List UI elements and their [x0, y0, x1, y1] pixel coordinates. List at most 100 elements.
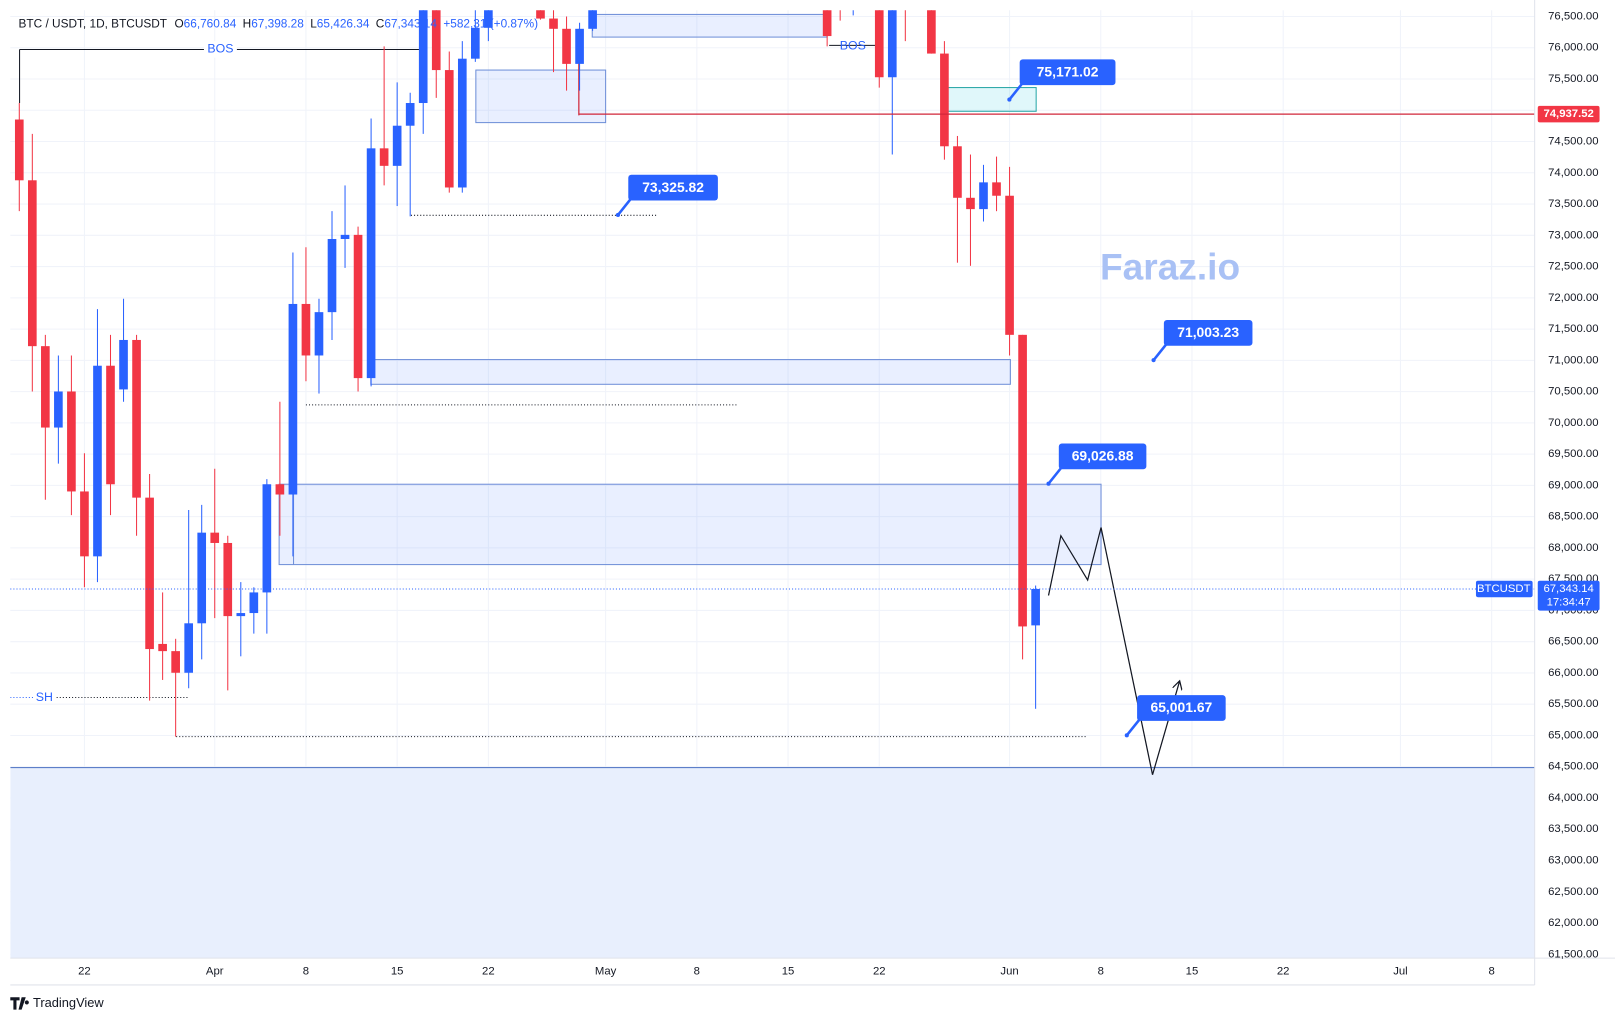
x-tick-label: 8 [1489, 966, 1495, 978]
y-tick-label: 73,500.00 [1548, 198, 1598, 210]
x-tick-label: 8 [694, 966, 700, 978]
candle-body [27, 180, 37, 347]
candle-body [431, 10, 441, 71]
candle-body [14, 119, 24, 181]
y-tick-label: 75,500.00 [1548, 73, 1598, 85]
y-tick-label: 62,500.00 [1548, 886, 1598, 898]
candle-body [484, 10, 493, 28]
callout-box [1058, 443, 1147, 470]
callout-label: 73,325.82 [642, 179, 704, 195]
ohlc-key: C [376, 17, 385, 31]
candle-body [197, 532, 207, 624]
candle-body [67, 391, 76, 492]
candle-body [210, 532, 220, 543]
x-tick-label: 22 [873, 966, 886, 978]
candle-body [966, 197, 975, 210]
candle-body [874, 10, 884, 78]
x-tick-label: 15 [1186, 966, 1199, 978]
ohlc-key: H [243, 17, 252, 31]
candle-body [327, 238, 337, 313]
ohlc-key: O [174, 17, 183, 31]
change: +582.31 (+0.87%) [443, 17, 538, 31]
candle-body [184, 623, 194, 673]
x-tick-label: 15 [391, 966, 404, 978]
brand-logo [10, 997, 29, 1010]
x-tick-label: Jun [1000, 966, 1018, 978]
x-tick-label: 22 [78, 966, 91, 978]
candle-body [992, 182, 1001, 196]
candle-body [119, 339, 128, 390]
callout-box [1163, 319, 1253, 346]
y-tick-label: 63,000.00 [1548, 854, 1598, 866]
candle-body [54, 391, 63, 428]
candle-body [132, 339, 141, 498]
watermark: Faraz.io [1100, 246, 1240, 288]
candle-body [822, 10, 832, 37]
x-tick-label: 22 [1277, 966, 1290, 978]
y-tick-label: 71,500.00 [1548, 323, 1598, 335]
callout-box [1137, 695, 1226, 721]
y-tick-label: 74,000.00 [1548, 167, 1598, 179]
candles [14, 10, 1040, 737]
candle-body [275, 484, 285, 495]
y-tick-label: 76,000.00 [1548, 42, 1598, 54]
candle-body [171, 651, 180, 673]
x-tick-label: 15 [782, 966, 795, 978]
order-block [278, 483, 1102, 566]
order-block [591, 13, 828, 38]
candle-body [1031, 588, 1040, 626]
countdown: 17:34:47 [1547, 596, 1591, 608]
y-tick-label: 66,000.00 [1548, 667, 1598, 679]
callout-label: 69,026.88 [1072, 448, 1134, 464]
x-tick-label: 22 [482, 966, 495, 978]
candle-body [444, 70, 454, 188]
y-tick-label: 69,500.00 [1548, 448, 1598, 460]
candle-body [288, 303, 298, 495]
ohlc-value: 66,760.84 [184, 17, 237, 31]
candle-body [340, 234, 350, 239]
y-tick-label: 76,500.00 [1548, 10, 1598, 22]
last-price-label: 67,343.14 [1543, 583, 1593, 595]
y-tick-label: 63,500.00 [1548, 823, 1598, 835]
y-tick-label: 66,500.00 [1548, 636, 1598, 648]
symbol: BTC / USDT, 1D, BTCUSDT [19, 17, 168, 31]
y-tick-label: 73,000.00 [1548, 229, 1598, 241]
x-tick-label: Apr [206, 966, 224, 978]
candle-body [940, 53, 949, 147]
y-tick-label: 69,000.00 [1548, 479, 1598, 491]
price-level-tag [1537, 105, 1600, 123]
candle-body [536, 10, 545, 19]
callout-label: 71,003.23 [1177, 324, 1239, 340]
y-tick-label: 71,000.00 [1548, 354, 1598, 366]
candle-body [418, 10, 428, 104]
candle-body [562, 28, 571, 64]
callout-pointer [1152, 343, 1167, 361]
y-tick-label: 65,500.00 [1548, 698, 1598, 710]
bos-label: BOS [207, 42, 233, 56]
callout-dot [1151, 358, 1156, 363]
brand: TradingView [10, 995, 104, 1010]
y-tick-label: 72,000.00 [1548, 292, 1598, 304]
last-price-tag [1537, 580, 1600, 611]
ohlc-key: L [310, 17, 317, 31]
candle-body [236, 613, 246, 617]
ohlc-value: 67,398.28 [251, 17, 304, 31]
candle-body [379, 148, 389, 166]
y-tick-label: 70,500.00 [1548, 386, 1598, 398]
label-bg [203, 41, 237, 58]
candle-body [588, 10, 597, 29]
candle-body [549, 18, 558, 29]
candle-body [1018, 334, 1027, 627]
candle-body [223, 542, 233, 617]
candle-body [353, 234, 363, 379]
candle-body [575, 28, 584, 64]
projection-path [1047, 527, 1180, 775]
callout-pointer [616, 198, 632, 216]
x-tick-label: May [595, 966, 617, 978]
y-tick-label: 74,500.00 [1548, 136, 1598, 148]
candle-body [80, 491, 89, 557]
x-tick-label: Jul [1393, 966, 1407, 978]
callout-dot [1007, 97, 1012, 102]
brand-name: TradingView [33, 995, 104, 1010]
callout-box [1019, 59, 1116, 86]
